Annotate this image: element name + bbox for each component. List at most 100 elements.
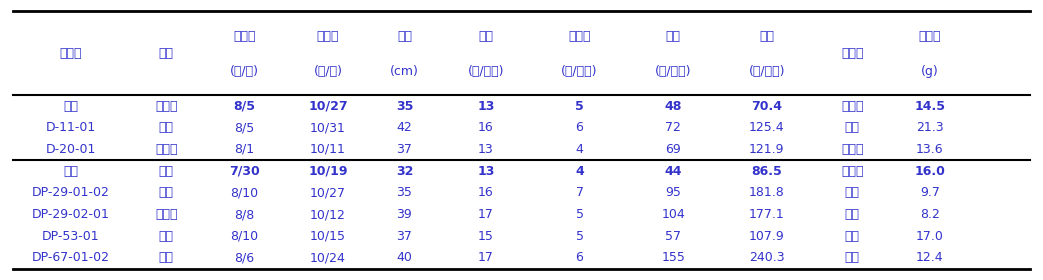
Text: 10/24: 10/24 xyxy=(310,251,346,264)
Text: 8/10: 8/10 xyxy=(231,230,259,243)
Text: 86.5: 86.5 xyxy=(751,165,782,178)
Text: 35: 35 xyxy=(396,186,412,199)
Text: 8/5: 8/5 xyxy=(234,100,256,113)
Text: 흰색: 흰색 xyxy=(159,186,174,199)
Text: 35: 35 xyxy=(395,100,413,113)
Text: 노란색: 노란색 xyxy=(841,165,864,178)
Text: 10/19: 10/19 xyxy=(309,165,347,178)
Text: 16: 16 xyxy=(478,186,493,199)
Text: 10/12: 10/12 xyxy=(310,208,346,221)
Text: 4: 4 xyxy=(576,143,583,156)
Text: 흑색: 흑색 xyxy=(845,208,859,221)
Text: 단백: 단백 xyxy=(64,100,78,113)
Text: 13: 13 xyxy=(478,100,494,113)
Text: 4: 4 xyxy=(575,165,584,178)
Text: 37: 37 xyxy=(396,143,412,156)
Text: D-20-01: D-20-01 xyxy=(46,143,96,156)
Text: (개/개체): (개/개체) xyxy=(749,65,785,78)
Text: 13: 13 xyxy=(478,165,494,178)
Text: 6: 6 xyxy=(576,251,583,264)
Text: 백립중: 백립중 xyxy=(919,30,941,43)
Text: 보라색: 보라색 xyxy=(155,208,177,221)
Text: 37: 37 xyxy=(396,230,412,243)
Text: 대풍: 대풍 xyxy=(64,165,78,178)
Text: 6: 6 xyxy=(576,121,583,134)
Text: 12.4: 12.4 xyxy=(916,251,944,264)
Text: 10/27: 10/27 xyxy=(309,100,348,113)
Text: 10/31: 10/31 xyxy=(310,121,346,134)
Text: D-11-01: D-11-01 xyxy=(46,121,96,134)
Text: 14.5: 14.5 xyxy=(915,100,945,113)
Text: (절/개체): (절/개체) xyxy=(467,65,504,78)
Text: 8/10: 8/10 xyxy=(231,186,259,199)
Text: 125.4: 125.4 xyxy=(749,121,784,134)
Text: 5: 5 xyxy=(576,208,583,221)
Text: 7: 7 xyxy=(576,186,583,199)
Text: 5: 5 xyxy=(576,230,583,243)
Text: 흰색: 흰색 xyxy=(159,230,174,243)
Text: 69: 69 xyxy=(665,143,681,156)
Text: (월/일): (월/일) xyxy=(314,65,342,78)
Text: 17: 17 xyxy=(478,208,493,221)
Text: 10/15: 10/15 xyxy=(310,230,346,243)
Text: 9.7: 9.7 xyxy=(920,186,940,199)
Text: 5: 5 xyxy=(575,100,584,113)
Text: 181.8: 181.8 xyxy=(749,186,784,199)
Text: 57: 57 xyxy=(665,230,681,243)
Text: 꽃색: 꽃색 xyxy=(159,47,174,60)
Text: 17: 17 xyxy=(478,251,493,264)
Text: DP-67-01-02: DP-67-01-02 xyxy=(32,251,111,264)
Text: 종피색: 종피색 xyxy=(841,47,864,60)
Text: 갈색: 갈색 xyxy=(845,186,859,199)
Text: 16.0: 16.0 xyxy=(915,165,945,178)
Text: 70.4: 70.4 xyxy=(751,100,782,113)
Text: 16: 16 xyxy=(478,121,493,134)
Text: 흰색: 흰색 xyxy=(159,121,174,134)
Text: 13: 13 xyxy=(478,143,493,156)
Text: 13.6: 13.6 xyxy=(916,143,944,156)
Text: 44: 44 xyxy=(664,165,682,178)
Text: 10/11: 10/11 xyxy=(310,143,346,156)
Text: 40: 40 xyxy=(396,251,412,264)
Text: 95: 95 xyxy=(665,186,681,199)
Text: 성숙기: 성숙기 xyxy=(317,30,339,43)
Text: 121.9: 121.9 xyxy=(749,143,784,156)
Text: 177.1: 177.1 xyxy=(749,208,784,221)
Text: 갈색: 갈색 xyxy=(845,121,859,134)
Text: 104: 104 xyxy=(661,208,685,221)
Text: DP-29-01-02: DP-29-01-02 xyxy=(32,186,110,199)
Text: 32: 32 xyxy=(395,165,413,178)
Text: 절수: 절수 xyxy=(479,30,493,43)
Text: 경장: 경장 xyxy=(397,30,412,43)
Text: 흑색: 흑색 xyxy=(845,251,859,264)
Text: (월/일): (월/일) xyxy=(231,65,259,78)
Text: 노란색: 노란색 xyxy=(841,100,864,113)
Text: 21.3: 21.3 xyxy=(916,121,944,134)
Text: 립수: 립수 xyxy=(759,30,774,43)
Text: (개/개체): (개/개체) xyxy=(561,65,598,78)
Text: 흰색: 흰색 xyxy=(159,251,174,264)
Text: 협수: 협수 xyxy=(665,30,681,43)
Text: 107.9: 107.9 xyxy=(749,230,784,243)
Text: 240.3: 240.3 xyxy=(749,251,784,264)
Text: (g): (g) xyxy=(921,65,939,78)
Text: 개화기: 개화기 xyxy=(234,30,256,43)
Text: (cm): (cm) xyxy=(390,65,419,78)
Text: 17.0: 17.0 xyxy=(916,230,944,243)
Text: 흰색: 흰색 xyxy=(159,165,174,178)
Text: 42: 42 xyxy=(396,121,412,134)
Text: 72: 72 xyxy=(665,121,681,134)
Text: 8.2: 8.2 xyxy=(920,208,940,221)
Text: 48: 48 xyxy=(664,100,682,113)
Text: 검은색: 검은색 xyxy=(841,143,864,156)
Text: 계통명: 계통명 xyxy=(59,47,82,60)
Text: 39: 39 xyxy=(396,208,412,221)
Text: (개/개체): (개/개체) xyxy=(655,65,692,78)
Text: 7/30: 7/30 xyxy=(229,165,260,178)
Text: 10/27: 10/27 xyxy=(310,186,346,199)
Text: 보라색: 보라색 xyxy=(155,143,177,156)
Text: 155: 155 xyxy=(661,251,685,264)
Text: 보라색: 보라색 xyxy=(155,100,177,113)
Text: DP-53-01: DP-53-01 xyxy=(42,230,100,243)
Text: 8/1: 8/1 xyxy=(235,143,254,156)
